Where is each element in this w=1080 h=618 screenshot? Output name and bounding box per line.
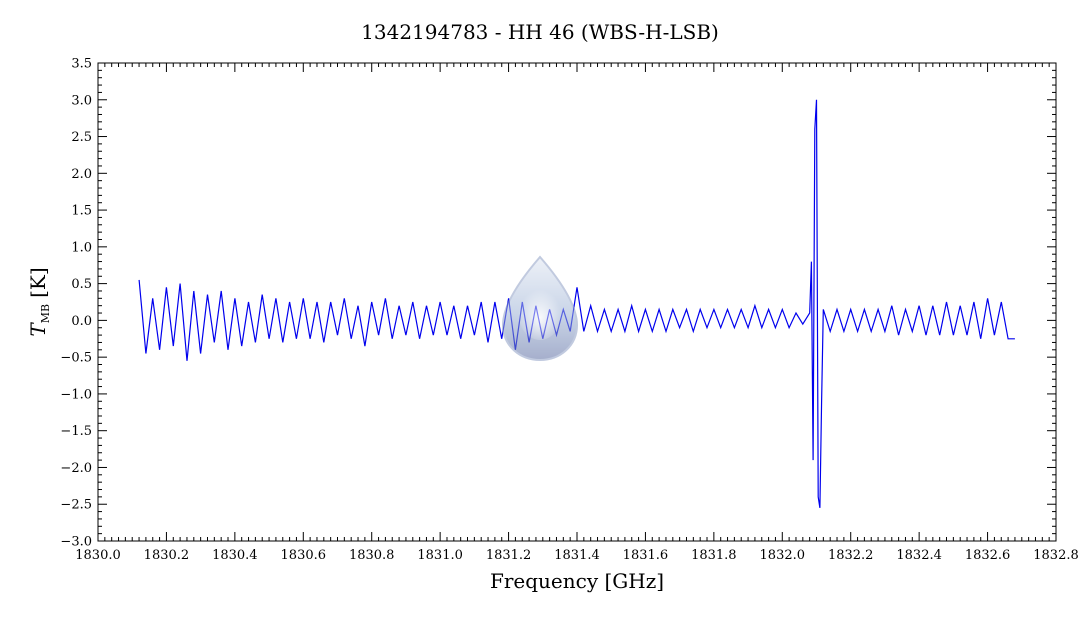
x-tick-label: 1832.4 <box>896 548 942 563</box>
y-axis-label-sub: MB <box>39 304 52 323</box>
y-tick-label: 2.5 <box>71 130 92 145</box>
y-tick-label: −1.5 <box>60 424 92 439</box>
y-tick-label: 0.0 <box>71 314 92 329</box>
x-tick-label: 1832.6 <box>965 548 1011 563</box>
y-tick-label: −0.5 <box>60 351 92 366</box>
x-tick-label: 1830.4 <box>212 548 258 563</box>
y-tick-label: −1.0 <box>60 387 92 402</box>
svg-text:TMB[K]: TMB [K] <box>26 267 52 336</box>
y-axis-label-unit: [K] <box>26 267 50 298</box>
y-axis-label-main: T <box>26 322 50 337</box>
x-axis-label: Frequency [GHz] <box>490 569 664 593</box>
y-tick-label: −2.5 <box>60 498 92 513</box>
y-tick-label: 2.0 <box>71 167 92 182</box>
y-axis-label: TMB [K] <box>26 267 52 336</box>
x-tick-label: 1831.2 <box>486 548 532 563</box>
spectrum-series-line <box>138 99 1015 508</box>
x-tick-label: 1831.8 <box>691 548 737 563</box>
y-tick-label: 0.5 <box>71 277 92 292</box>
x-tick-label: 1831.4 <box>554 548 600 563</box>
y-tick-label: 3.5 <box>71 57 92 72</box>
y-tick-label: −3.0 <box>60 535 92 550</box>
x-tick-label: 1830.6 <box>281 548 327 563</box>
x-tick-label: 1832.0 <box>760 548 806 563</box>
y-tick-label: 1.0 <box>71 240 92 255</box>
y-tick-label: 1.5 <box>71 204 92 219</box>
plot-frame <box>97 62 1057 542</box>
x-tick-label: 1831.6 <box>623 548 669 563</box>
x-tick-labels: 1830.0 1830.2 1830.4 1830.6 1830.8 1831.0 1831… <box>75 548 1079 563</box>
chart-title: 1342194783 - HH 46 (WBS-H-LSB) <box>361 20 719 44</box>
x-tick-label: 1831.0 <box>417 548 463 563</box>
x-tick-label: 1830.0 <box>75 548 121 563</box>
droplet-watermark <box>501 255 579 362</box>
y-tick-label: −2.0 <box>60 461 92 476</box>
y-tick-labels: −3.0 −2.5 −2.0 −1.5 −1.0 −0.5 0.0 0.5 1.0 1.5 2.0 2… <box>60 57 92 550</box>
x-tick-label: 1830.8 <box>349 548 395 563</box>
y-tick-label: 3.0 <box>71 93 92 108</box>
x-tick-label: 1830.2 <box>144 548 190 563</box>
x-tick-label: 1832.2 <box>828 548 874 563</box>
tick-marks <box>97 62 1057 542</box>
x-tick-label: 1832.8 <box>1033 548 1079 563</box>
